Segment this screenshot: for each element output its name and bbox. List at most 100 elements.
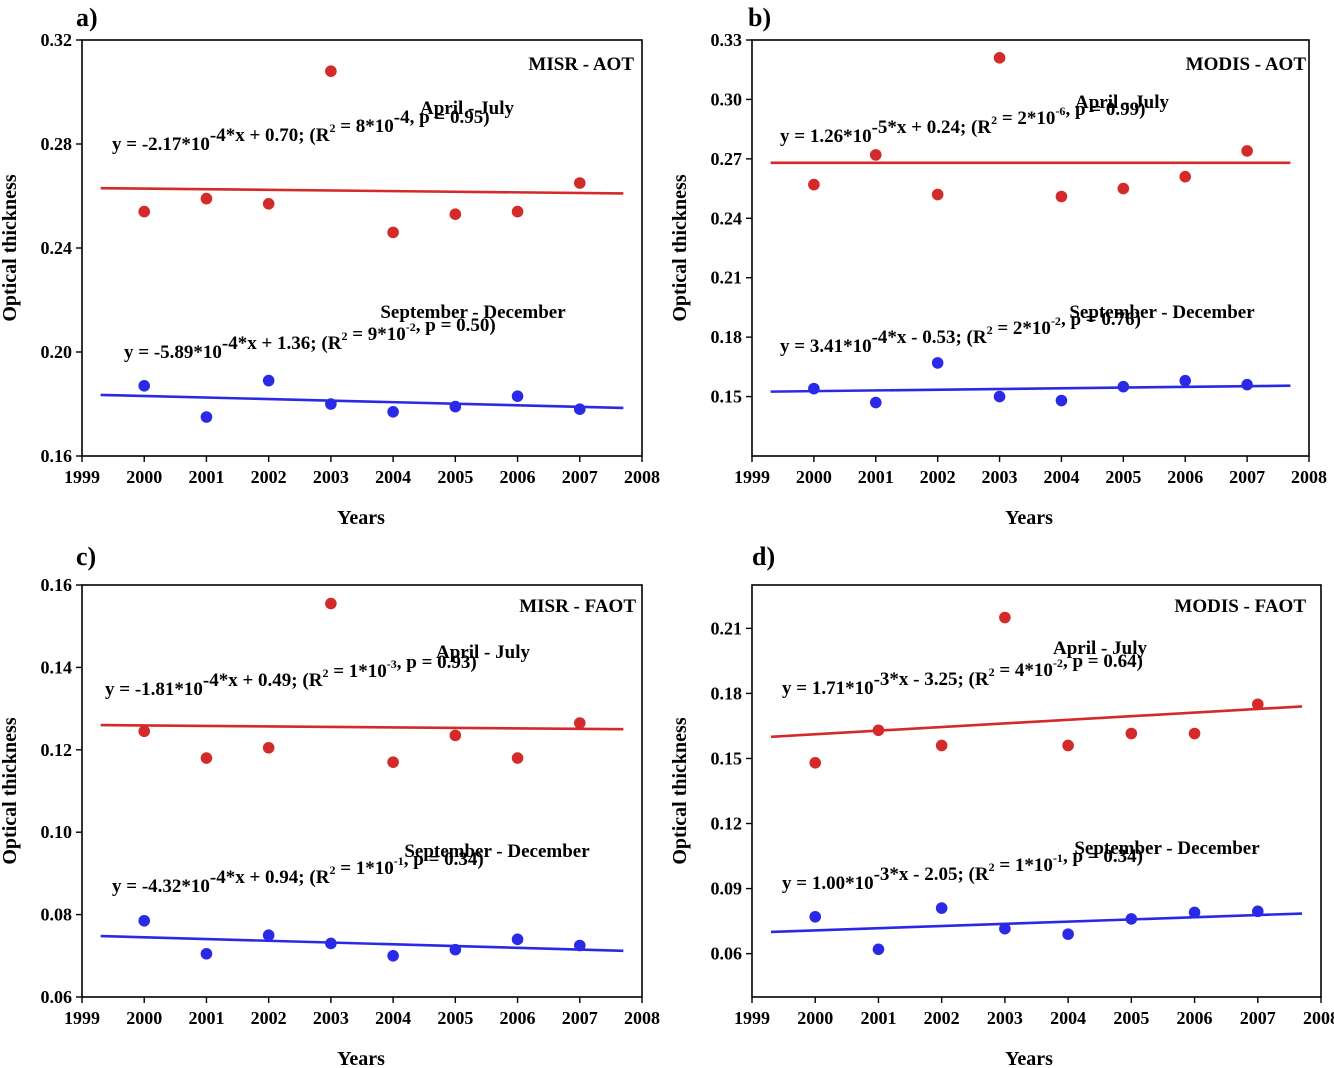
data-point xyxy=(993,52,1006,64)
data-point xyxy=(449,729,462,742)
regression-equation: y = 3.41*10-4*x - 0.53; (R2 = 2*10-2, p … xyxy=(780,309,1141,357)
data-point xyxy=(511,205,524,218)
y-tick-label: 0.18 xyxy=(711,327,743,347)
x-tick-label: 2001 xyxy=(858,467,894,487)
data-point xyxy=(1062,739,1074,752)
trend-line xyxy=(770,705,1303,739)
data-point xyxy=(387,406,399,418)
equation-text: , p = 0.93) xyxy=(397,652,477,673)
data-point xyxy=(449,400,462,413)
x-tick-label: 2004 xyxy=(375,1008,411,1028)
data-point xyxy=(200,947,213,960)
data-point xyxy=(872,943,885,956)
equation-text: , p = 0.95) xyxy=(410,107,490,128)
y-tick-label: 0.06 xyxy=(41,987,73,1007)
equation-text: *x - 2.05; (R xyxy=(889,864,988,885)
season-label: September - December xyxy=(1069,302,1255,323)
equation-superscript: 2 xyxy=(341,329,347,343)
x-tick-label: 2000 xyxy=(126,467,162,487)
equation-text: y = 1.00*10 xyxy=(782,873,874,894)
equation-text: y = -5.89*10 xyxy=(124,342,222,363)
data-point xyxy=(387,226,399,239)
x-tick-label: 1999 xyxy=(64,467,100,487)
data-point xyxy=(138,914,151,927)
data-point xyxy=(573,403,586,416)
x-axis-label: Years xyxy=(337,507,385,529)
data-point xyxy=(511,752,524,764)
regression-equation: y = -1.81*10-4*x + 0.49; (R2 = 1*10-3, p… xyxy=(105,652,477,700)
y-tick-label: 0.33 xyxy=(711,30,743,50)
data-point xyxy=(387,950,399,962)
equation-superscript: 2 xyxy=(329,863,335,877)
equation-text: = 1*10 xyxy=(995,855,1053,876)
y-tick-label: 0.14 xyxy=(41,657,73,677)
y-tick-label: 0.16 xyxy=(41,446,73,466)
data-point xyxy=(999,922,1011,935)
data-point xyxy=(573,939,586,952)
data-point xyxy=(325,398,337,410)
x-tick-label: 2006 xyxy=(1177,1008,1213,1028)
x-tick-label: 2006 xyxy=(500,467,536,487)
data-point xyxy=(931,188,944,201)
equation-superscript: -4 xyxy=(210,125,226,146)
regression-equation: y = 1.71*10-3*x - 3.25; (R2 = 4*10-2, p … xyxy=(782,651,1143,699)
equation-text: , p = 0.34) xyxy=(404,849,484,870)
data-point xyxy=(1188,906,1201,919)
season-label: September - December xyxy=(380,302,566,323)
equation-superscript: -5 xyxy=(872,117,888,138)
equation-text: y = 1.71*10 xyxy=(782,678,874,699)
equation-text: *x - 3.25; (R xyxy=(889,669,988,690)
x-tick-label: 2004 xyxy=(375,467,411,487)
panel-title: MISR - AOT xyxy=(528,54,634,75)
y-tick-label: 0.27 xyxy=(711,149,743,169)
data-point xyxy=(993,390,1006,403)
y-tick-label: 0.10 xyxy=(41,822,73,842)
data-point xyxy=(200,192,213,205)
data-point xyxy=(869,149,882,161)
equation-superscript: -4 xyxy=(203,670,219,691)
equation-superscript: -2 xyxy=(1051,314,1061,328)
equation-text: = 2*10 xyxy=(993,318,1051,339)
x-tick-label: 2008 xyxy=(624,467,660,487)
trend-line xyxy=(100,393,624,410)
data-point xyxy=(1179,374,1192,387)
data-point xyxy=(1117,182,1130,195)
y-tick-label: 0.18 xyxy=(711,683,743,703)
x-tick-label: 2003 xyxy=(987,1008,1023,1028)
equation-superscript: -3 xyxy=(874,669,890,690)
data-point xyxy=(262,929,275,941)
x-tick-label: 2003 xyxy=(313,1008,349,1028)
trend-line xyxy=(100,934,624,953)
equation-text: y = 1.26*10 xyxy=(780,126,872,147)
x-tick-label: 2006 xyxy=(1167,467,1203,487)
x-tick-label: 2006 xyxy=(500,1008,536,1028)
equation-text: , p = 0.34) xyxy=(1063,846,1143,867)
data-point xyxy=(1179,170,1192,183)
data-point xyxy=(869,396,882,409)
y-axis-label: Optical thickness xyxy=(0,174,21,321)
data-point xyxy=(325,597,337,610)
data-point xyxy=(1241,378,1253,391)
data-point xyxy=(138,205,151,218)
equation-text: *x - 0.53; (R xyxy=(887,327,986,348)
data-point xyxy=(935,739,948,752)
data-point xyxy=(262,198,275,210)
equation-superscript: -3 xyxy=(874,864,890,885)
x-tick-label: 2007 xyxy=(562,467,598,487)
x-tick-label: 2003 xyxy=(982,467,1018,487)
y-tick-label: 0.28 xyxy=(41,134,73,154)
equation-text: = 1*10 xyxy=(335,858,393,879)
equation-superscript: -3 xyxy=(387,657,397,671)
x-tick-label: 2002 xyxy=(251,1008,287,1028)
equation-text: , p = 0.64) xyxy=(1063,651,1143,672)
x-tick-label: 2001 xyxy=(188,1008,224,1028)
trend-line xyxy=(100,186,624,195)
y-axis-label: Optical thickness xyxy=(669,174,691,321)
season-label: April - July xyxy=(1053,638,1147,659)
plot-frame xyxy=(751,584,1322,998)
data-point xyxy=(449,208,462,220)
